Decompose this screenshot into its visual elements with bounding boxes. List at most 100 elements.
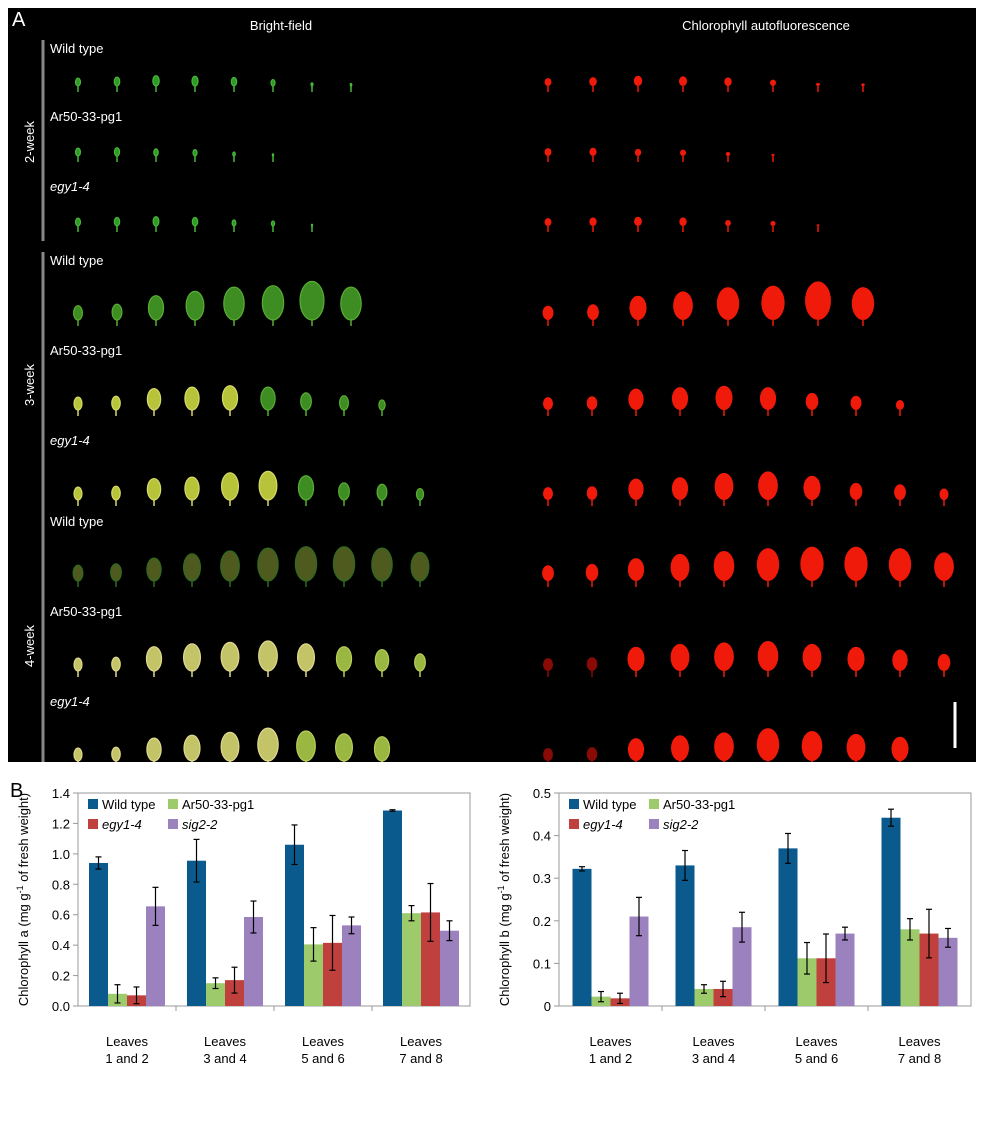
leaf-image-panel: Bright-field Chlorophyll autofluorescence…: [8, 8, 976, 762]
leaf-bright-field: [191, 75, 199, 87]
y-tick-label: 0.3: [533, 871, 551, 886]
leaf-fluorescence: [756, 548, 780, 581]
leaf-bright-field: [182, 553, 202, 582]
leaf-bright-field: [183, 734, 201, 762]
leaf-bright-field: [146, 387, 162, 411]
bar: [285, 844, 304, 1006]
leaf-fluorescence: [761, 285, 785, 320]
group-label: 3-week: [22, 364, 37, 406]
x-tick-label: 1 and 2: [105, 1051, 148, 1066]
x-tick-label: 5 and 6: [795, 1051, 838, 1066]
y-tick-label: 0.6: [52, 908, 70, 923]
leaf-fluorescence: [891, 736, 909, 761]
leaf-bright-field: [335, 646, 353, 672]
legend-swatch: [649, 799, 659, 809]
leaf-bright-field: [146, 737, 162, 762]
leaf-fluorescence: [634, 216, 642, 226]
leaf-bright-field: [258, 470, 278, 501]
leaf-fluorescence: [589, 77, 597, 86]
chlorophyll-b-svg: 0 0.1 0.2 0.3 0.4 0.5 Chlorophyll b (mg g-1 of…: [496, 786, 972, 1066]
leaf-bright-field: [110, 563, 122, 582]
group-label: 4-week: [22, 625, 37, 667]
chlorophyll-a-chart: 0.0 0.2 0.4 0.6 0.8 1.0 1.2 1.4 Chlorophyll a (m…: [0, 783, 480, 1127]
leaf-bright-field: [220, 550, 240, 582]
x-tick-label: Leaves: [106, 1034, 148, 1049]
y-axis-label-part: of fresh weight): [16, 793, 31, 886]
leaf-bright-field: [73, 486, 83, 501]
leaf-fluorescence: [801, 730, 823, 761]
bar: [778, 848, 798, 1006]
x-tick-label: Leaves: [302, 1034, 344, 1049]
leaf-bright-field: [152, 75, 160, 87]
leaf-bright-field: [153, 148, 159, 157]
legend-label: sig2-2: [182, 817, 218, 832]
leaf-bright-field: [332, 546, 356, 582]
y-tick-label: 0.1: [533, 956, 551, 971]
leaf-bright-field: [152, 216, 160, 227]
bar: [323, 942, 342, 1006]
bar: [342, 925, 361, 1006]
y-tick-label: 0.5: [533, 786, 551, 801]
leaf-fluorescence: [586, 486, 598, 500]
bar: [797, 958, 817, 1006]
leaf-bright-field: [232, 151, 236, 157]
y-tick-label: 0.4: [533, 829, 551, 844]
leaf-fluorescence: [673, 291, 693, 321]
genotype-label: egy1-4: [50, 433, 90, 448]
leaf-bright-field: [111, 303, 123, 321]
leaf-fluorescence: [628, 388, 644, 410]
leaf-fluorescence: [671, 735, 689, 761]
leaf-bright-field: [145, 646, 163, 672]
bar: [938, 937, 958, 1006]
leaf-fluorescence: [770, 220, 776, 226]
leaf-bright-field: [111, 485, 121, 501]
leaf-bright-field: [221, 385, 239, 411]
leaf-bright-field: [73, 657, 83, 672]
leaf-fluorescence: [627, 558, 645, 581]
legend-label: egy1-4: [583, 817, 623, 832]
x-tick-label: Leaves: [899, 1034, 941, 1049]
leaf-fluorescence: [586, 657, 598, 671]
leaf-bright-field: [257, 727, 279, 762]
leaf-fluorescence: [627, 646, 645, 671]
leaf-fluorescence: [629, 295, 647, 320]
bar: [919, 933, 939, 1006]
leaf-bright-field: [220, 472, 240, 501]
leaf-bright-field: [271, 153, 275, 157]
leaf-bright-field: [338, 482, 350, 501]
bar: [304, 944, 323, 1006]
leaf-bright-field: [373, 736, 391, 762]
legend-swatch: [569, 819, 579, 829]
leaf-fluorescence: [934, 552, 954, 581]
leaf-bright-field: [146, 477, 162, 501]
leaf-fluorescence: [805, 281, 831, 320]
leaf-bright-field: [261, 285, 285, 321]
bar: [89, 862, 108, 1006]
leaf-bright-field: [223, 286, 245, 321]
genotype-label: egy1-4: [50, 179, 90, 194]
x-tick-label: 3 and 4: [203, 1051, 246, 1066]
leaf-fluorescence: [714, 732, 734, 761]
leaf-fluorescence: [716, 287, 740, 320]
leaf-fluorescence: [888, 548, 912, 581]
leaf-fluorescence: [714, 642, 734, 671]
leaf-fluorescence: [758, 471, 778, 501]
leaf-bright-field: [220, 731, 240, 762]
leaf-fluorescence: [816, 224, 820, 226]
leaf-bright-field: [310, 223, 314, 227]
leaf-fluorescence: [805, 392, 819, 411]
leaf-bright-field: [260, 386, 276, 411]
x-tick-label: 5 and 6: [301, 1051, 344, 1066]
y-axis-label-superscript: -1: [15, 885, 25, 893]
genotype-label: Ar50-33-pg1: [50, 109, 122, 124]
leaf-bright-field: [258, 640, 278, 672]
bar: [881, 817, 901, 1006]
bar: [572, 868, 592, 1006]
leaf-bright-field: [113, 216, 121, 227]
panel-b-letter: B: [10, 780, 24, 802]
y-tick-label: 0.4: [52, 938, 70, 953]
leaf-bright-field: [378, 399, 386, 411]
leaf-bright-field: [296, 730, 316, 762]
bar: [402, 913, 421, 1006]
bright-field-header: Bright-field: [250, 18, 312, 33]
